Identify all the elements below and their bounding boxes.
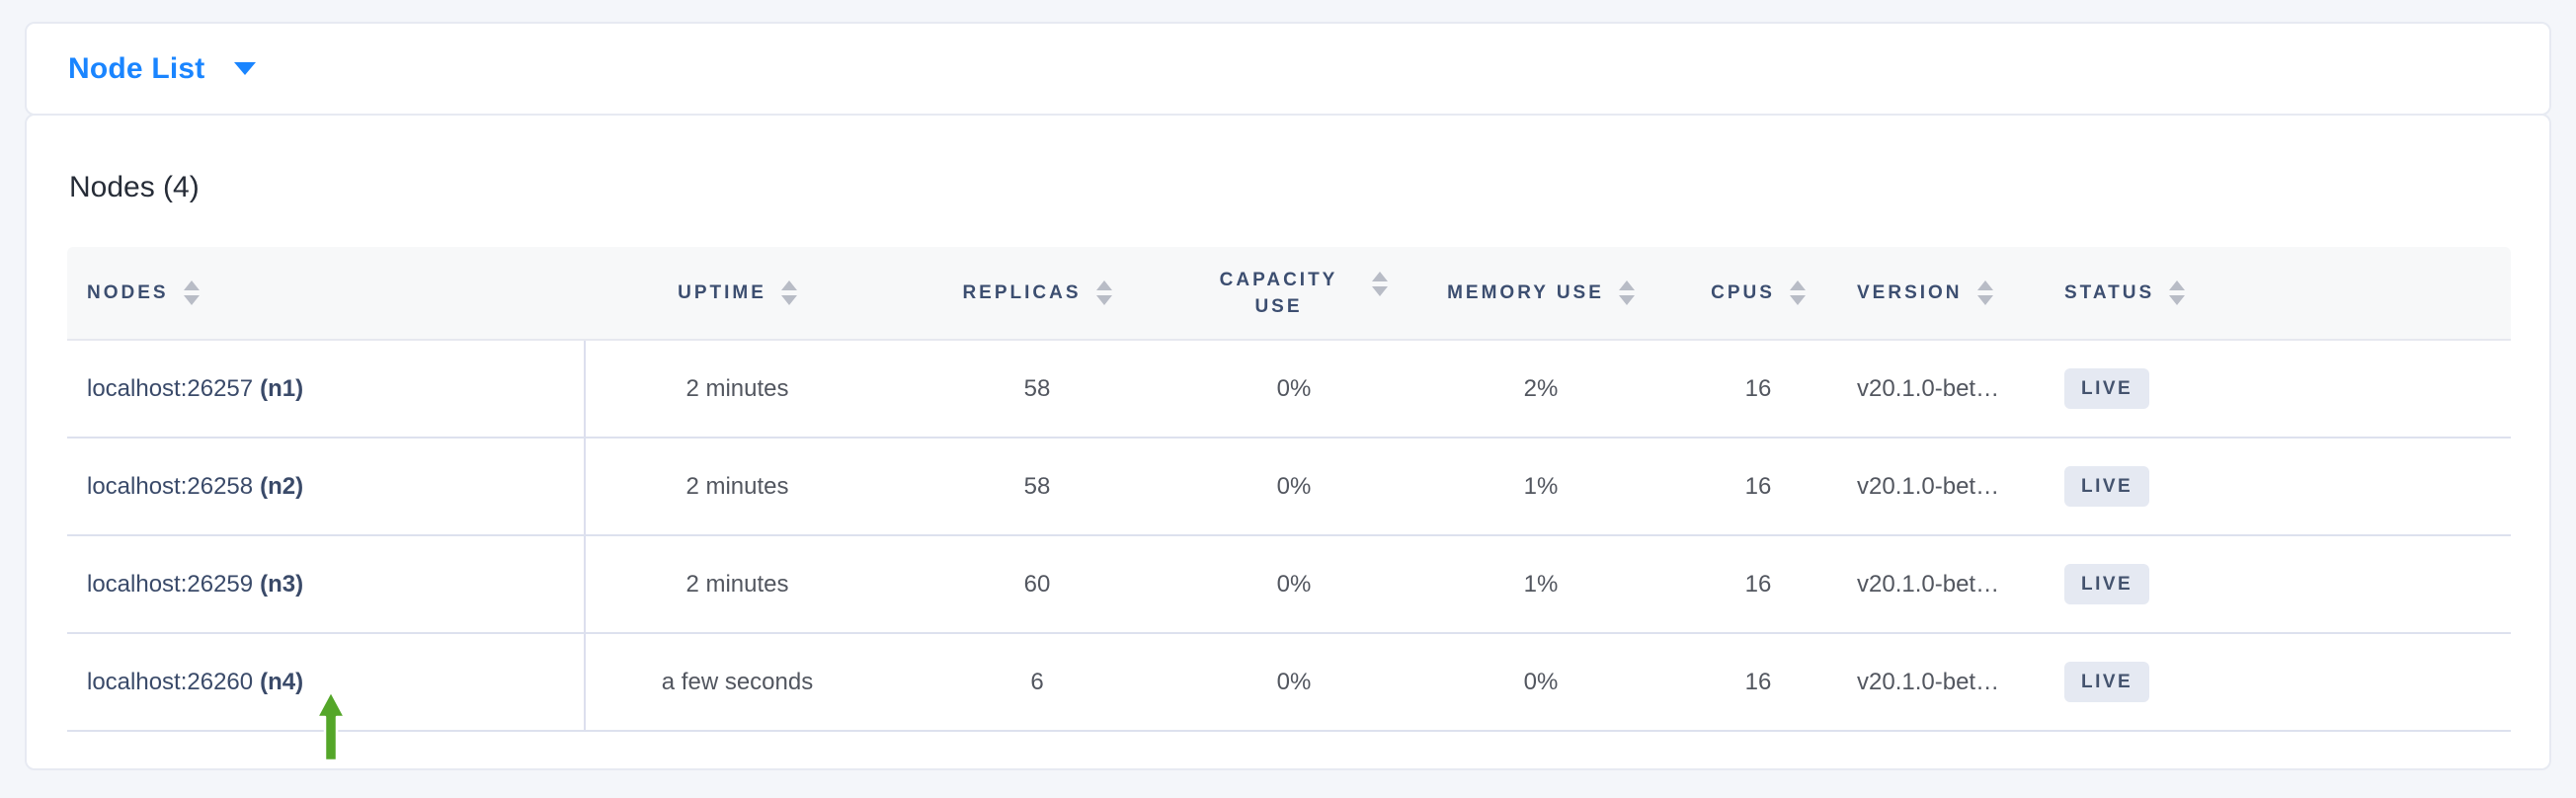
view-dropdown[interactable]: Node List <box>68 51 257 86</box>
status-cell: LIVE <box>2035 341 2511 439</box>
chevron-down-icon <box>234 62 257 75</box>
replicas-cell: 58 <box>889 439 1185 536</box>
sort-arrows-icon <box>1976 280 1993 305</box>
sort-arrows-icon <box>183 280 200 305</box>
column-header-uptime[interactable]: UPTIME <box>586 247 889 341</box>
node-address-cell[interactable]: localhost:26260 (n4) <box>67 634 586 732</box>
uptime-cell: 2 minutes <box>586 536 889 634</box>
sort-arrows-icon <box>1618 280 1635 305</box>
page-title: Nodes (4) <box>69 171 200 203</box>
column-label: NODES <box>87 281 169 303</box>
column-label: CAPACITY USE <box>1219 269 1338 317</box>
column-label: STATUS <box>2064 281 2155 303</box>
nodes-table: NODES UPTIME REPLICAS <box>67 247 2511 732</box>
cpus-cell: 16 <box>1679 634 1837 732</box>
sort-arrows-icon <box>2169 280 2186 305</box>
memory-use-cell: 0% <box>1403 634 1679 732</box>
column-label: CPUS <box>1711 281 1775 303</box>
nodes-card: Nodes (4) NODES UPTIME <box>25 114 2551 770</box>
view-selector-bar: Node List <box>25 22 2551 116</box>
status-badge: LIVE <box>2064 662 2150 702</box>
status-badge: LIVE <box>2064 368 2150 409</box>
column-header-cpus[interactable]: CPUS <box>1679 247 1837 341</box>
replicas-cell: 60 <box>889 536 1185 634</box>
capacity-use-cell: 0% <box>1185 439 1403 536</box>
column-header-version[interactable]: VERSION <box>1837 247 2035 341</box>
version-cell: v20.1.0-bet… <box>1837 634 2035 732</box>
replicas-cell: 6 <box>889 634 1185 732</box>
status-badge: LIVE <box>2064 564 2150 604</box>
table-header-row: NODES UPTIME REPLICAS <box>67 247 2511 341</box>
column-header-status[interactable]: STATUS <box>2035 247 2511 341</box>
table-row-n3: localhost:26259 (n3) 2 minutes 60 0% 1% 1… <box>67 536 2511 634</box>
sort-arrows-icon <box>1789 280 1806 305</box>
node-address-cell[interactable]: localhost:26258 (n2) <box>67 439 586 536</box>
column-header-nodes[interactable]: NODES <box>67 247 586 341</box>
column-header-capacity-use[interactable]: CAPACITY USE <box>1185 247 1403 341</box>
view-dropdown-label: Node List <box>68 51 205 85</box>
column-header-memory-use[interactable]: MEMORY USE <box>1403 247 1679 341</box>
uptime-cell: 2 minutes <box>586 341 889 439</box>
status-cell: LIVE <box>2035 439 2511 536</box>
cpus-cell: 16 <box>1679 341 1837 439</box>
memory-use-cell: 1% <box>1403 439 1679 536</box>
status-badge: LIVE <box>2064 466 2150 507</box>
node-address-cell[interactable]: localhost:26257 (n1) <box>67 341 586 439</box>
column-header-replicas[interactable]: REPLICAS <box>889 247 1185 341</box>
column-label: MEMORY USE <box>1447 281 1604 303</box>
capacity-use-cell: 0% <box>1185 634 1403 732</box>
column-label: REPLICAS <box>962 281 1082 303</box>
memory-use-cell: 1% <box>1403 536 1679 634</box>
version-cell: v20.1.0-bet… <box>1837 439 2035 536</box>
status-cell: LIVE <box>2035 536 2511 634</box>
table-row-n4: localhost:26260 (n4) a few seconds 6 0% 0… <box>67 634 2511 732</box>
version-cell: v20.1.0-bet… <box>1837 341 2035 439</box>
uptime-cell: a few seconds <box>586 634 889 732</box>
sort-arrows-icon <box>1371 271 1388 296</box>
capacity-use-cell: 0% <box>1185 536 1403 634</box>
memory-use-cell: 2% <box>1403 341 1679 439</box>
cpus-cell: 16 <box>1679 536 1837 634</box>
node-address-cell[interactable]: localhost:26259 (n3) <box>67 536 586 634</box>
sort-arrows-icon <box>780 280 797 305</box>
column-label: UPTIME <box>678 281 766 303</box>
table-row-n2: localhost:26258 (n2) 2 minutes 58 0% 1% 1… <box>67 439 2511 536</box>
uptime-cell: 2 minutes <box>586 439 889 536</box>
capacity-use-cell: 0% <box>1185 341 1403 439</box>
table-row-n1: localhost:26257 (n1) 2 minutes 58 0% 2% 1… <box>67 341 2511 439</box>
cpus-cell: 16 <box>1679 439 1837 536</box>
version-cell: v20.1.0-bet… <box>1837 536 2035 634</box>
status-cell: LIVE <box>2035 634 2511 732</box>
replicas-cell: 58 <box>889 341 1185 439</box>
sort-arrows-icon <box>1095 280 1112 305</box>
column-label: VERSION <box>1857 281 1963 303</box>
